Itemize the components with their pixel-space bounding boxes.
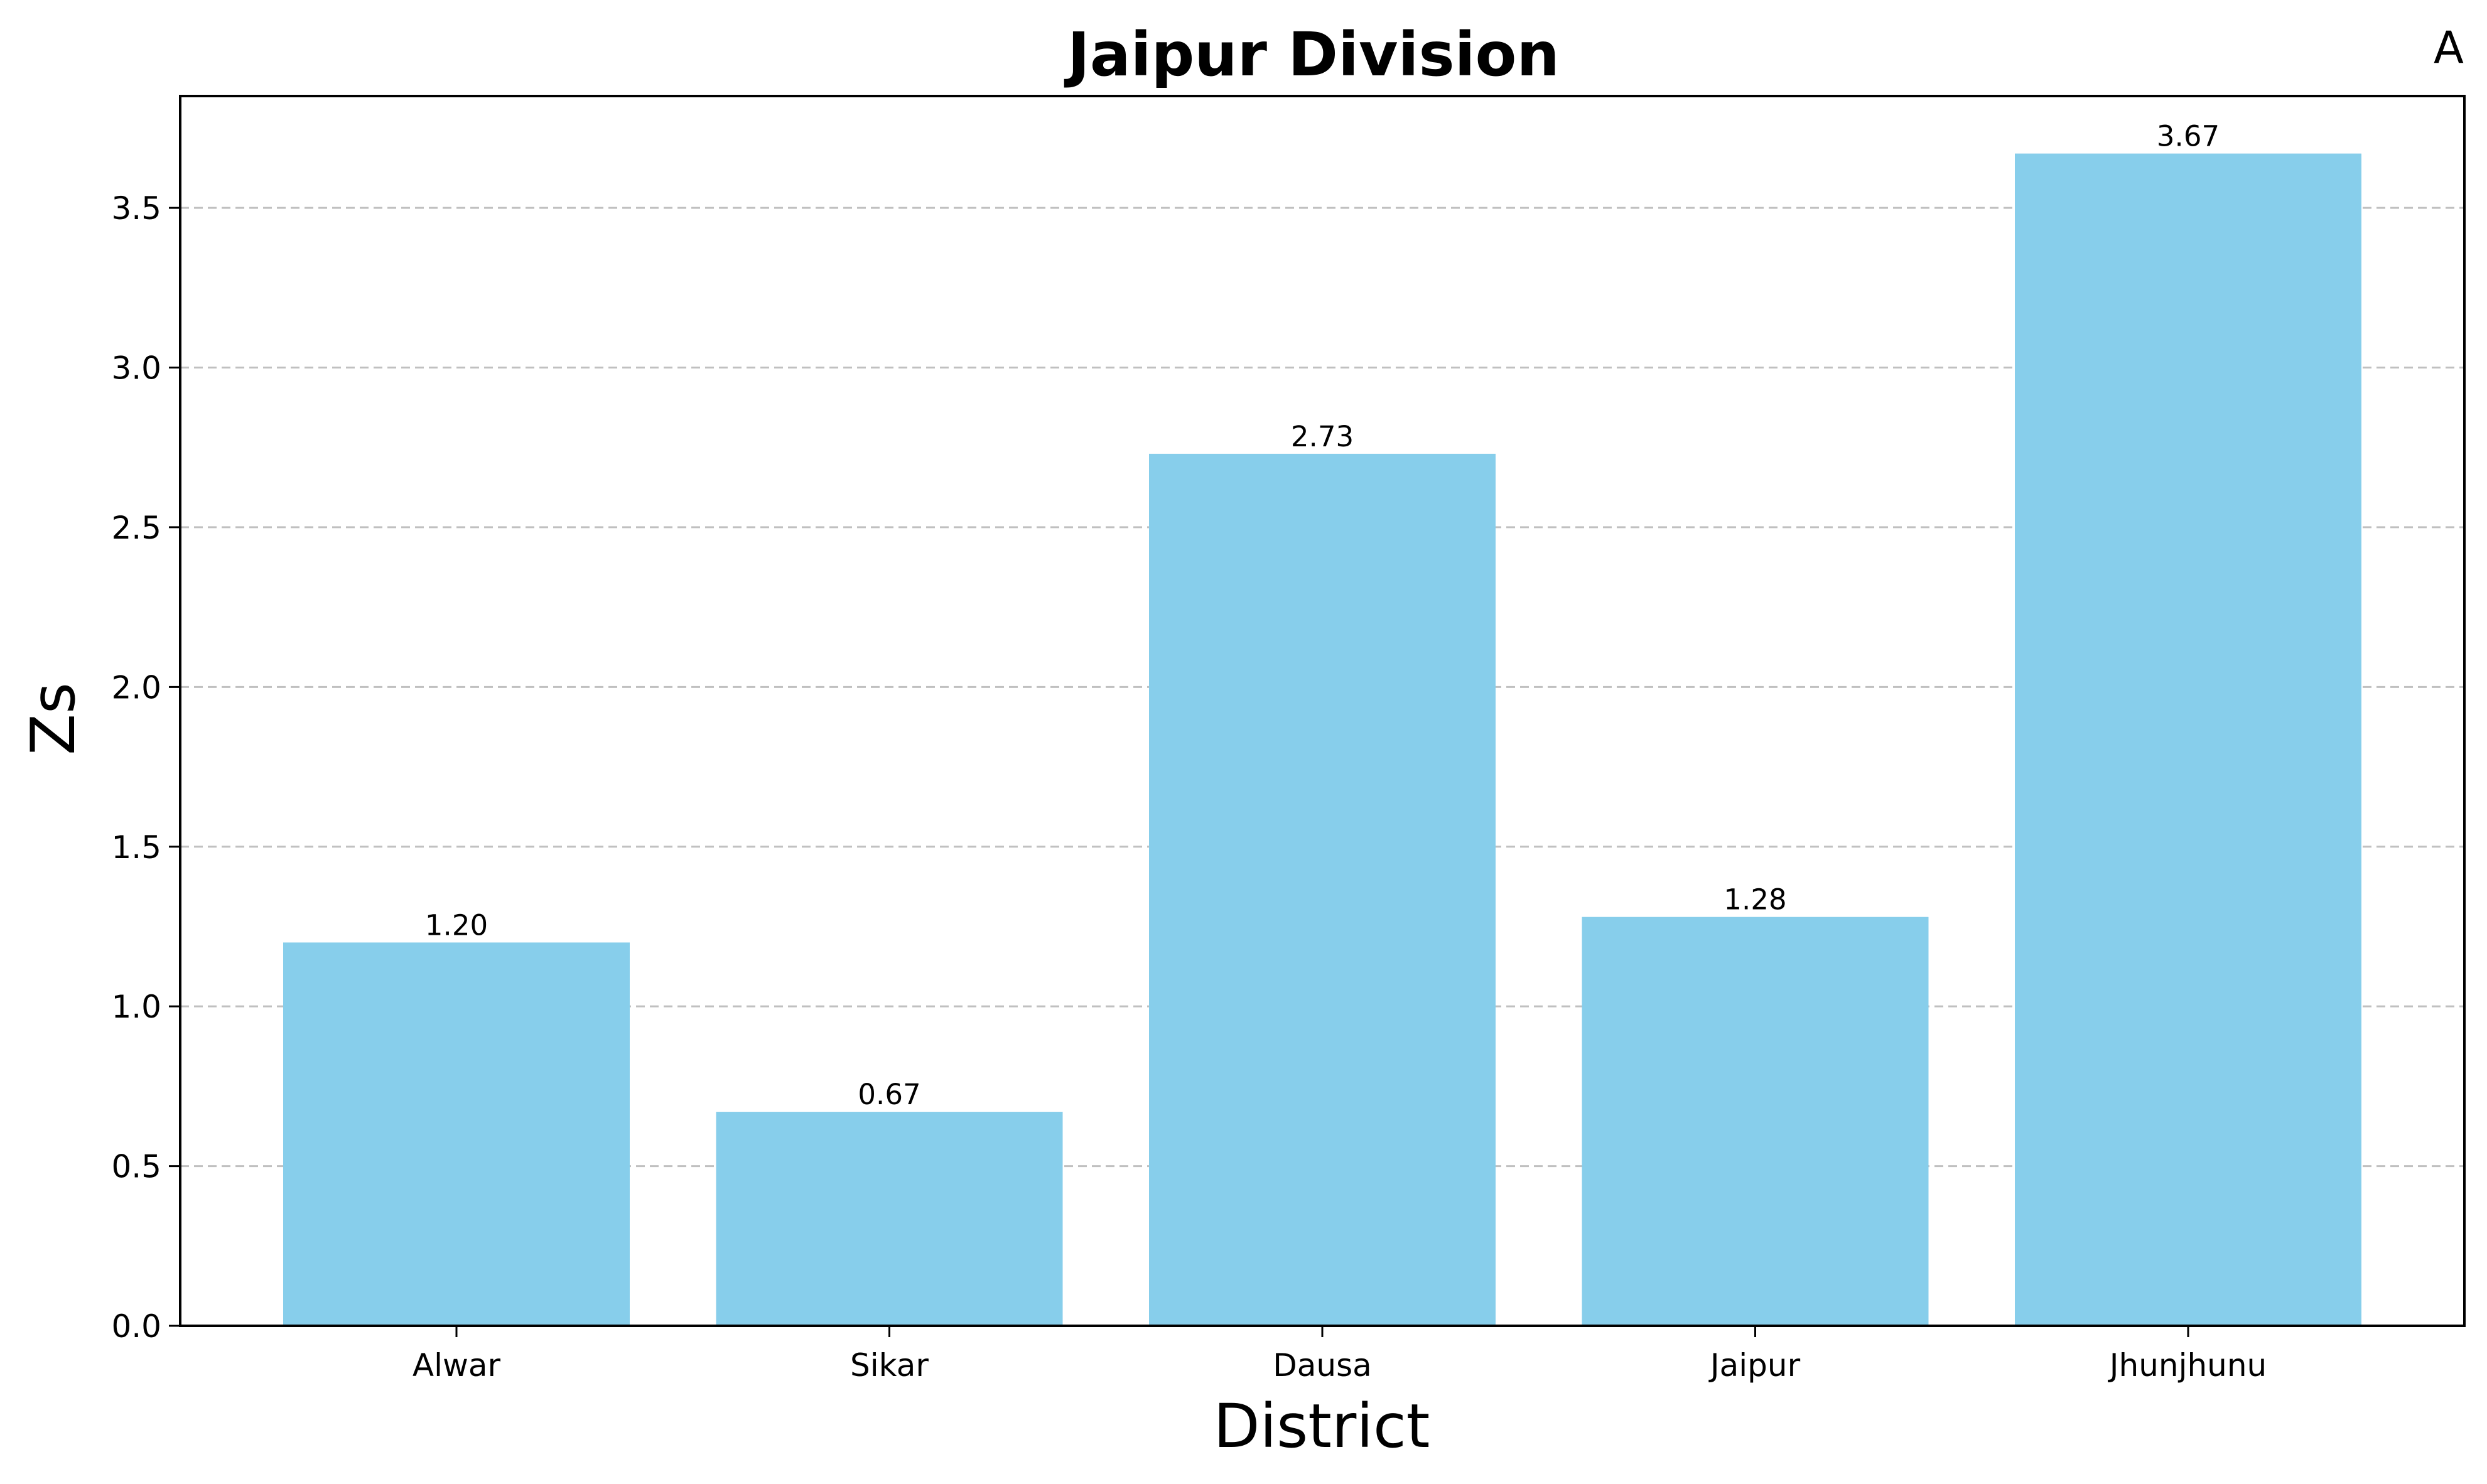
x-axis-title: District bbox=[1214, 1391, 1430, 1461]
y-tick-label: 2.0 bbox=[111, 669, 161, 706]
chart-title: Jaipur Division bbox=[1064, 19, 1560, 90]
panel-label: A bbox=[2434, 22, 2464, 73]
bars bbox=[283, 153, 2361, 1326]
y-tick-label: 0.5 bbox=[111, 1149, 161, 1185]
y-tick-label: 0.0 bbox=[111, 1308, 161, 1345]
y-tick-label: 1.5 bbox=[111, 829, 161, 866]
y-tick-label: 3.5 bbox=[111, 190, 161, 227]
x-tick-label: Jaipur bbox=[1708, 1347, 1801, 1384]
y-tick-label: 2.5 bbox=[111, 510, 161, 546]
bar-alwar bbox=[283, 942, 630, 1326]
axis-ticks: Alwar Sikar Dausa Jaipur Jhunjhunu 0.0 0.5 1.0 1… bbox=[111, 190, 2267, 1384]
y-axis-title: Zs bbox=[18, 682, 89, 755]
bar-sikar bbox=[716, 1112, 1063, 1326]
data-label-sikar: 0.67 bbox=[858, 1078, 920, 1111]
data-labels: 1.20 0.67 2.73 1.28 3.67 bbox=[425, 120, 2220, 1111]
data-label-jaipur: 1.28 bbox=[1724, 883, 1786, 917]
y-tick-label: 3.0 bbox=[111, 350, 161, 387]
data-label-alwar: 1.20 bbox=[425, 908, 488, 942]
x-tick-label: Sikar bbox=[850, 1347, 929, 1384]
y-tick-label: 1.0 bbox=[111, 989, 161, 1025]
data-label-jhunjhunu: 3.67 bbox=[2157, 120, 2220, 153]
x-tick-label: Dausa bbox=[1273, 1347, 1372, 1384]
bar-jaipur bbox=[1582, 917, 1929, 1326]
data-label-dausa: 2.73 bbox=[1291, 420, 1354, 453]
bar-dausa bbox=[1149, 453, 1496, 1326]
x-tick-label: Alwar bbox=[413, 1347, 501, 1384]
x-tick-label: Jhunjhunu bbox=[2108, 1347, 2267, 1384]
bar-jhunjhunu bbox=[2015, 153, 2361, 1326]
